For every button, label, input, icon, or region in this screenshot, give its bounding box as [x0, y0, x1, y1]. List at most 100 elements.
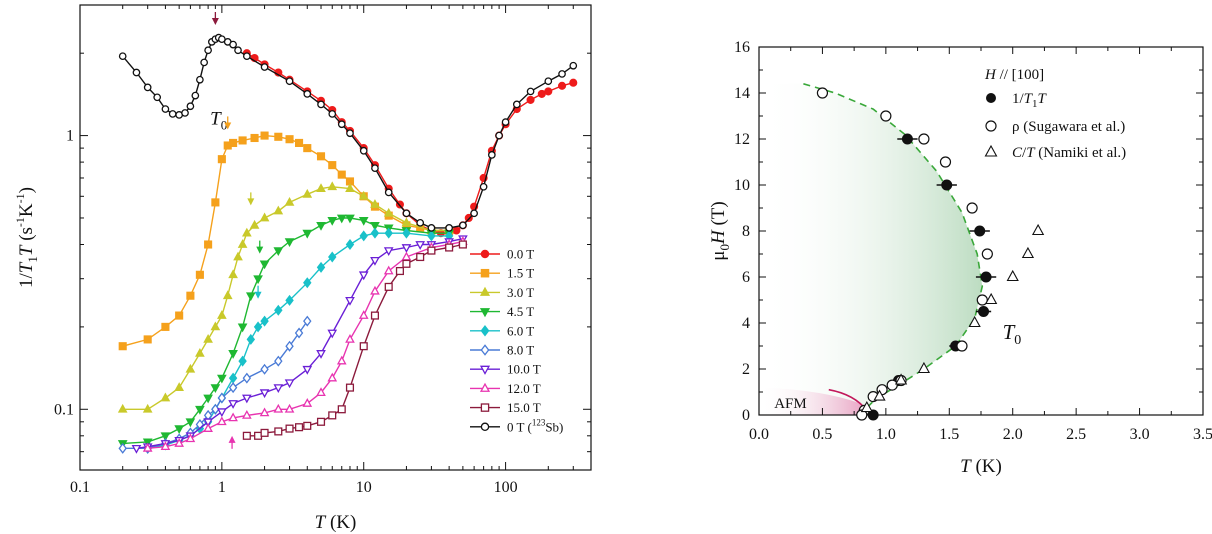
data-point: [512, 100, 521, 109]
data-point: [237, 239, 248, 248]
data-point: [117, 403, 128, 413]
data-point: [452, 226, 461, 235]
data-layer: [816, 87, 1045, 421]
label-AFM: AFM: [774, 396, 807, 412]
data-point: [445, 224, 453, 232]
data-point: [160, 392, 171, 402]
right-chart: 0.0 0.5 1.0 1.5 2.0 2.5 3.0 3.5 0 2 4 6 8 10 12 14 16 T (…: [708, 39, 1212, 477]
transition-arrow-head: [256, 246, 264, 254]
data-point: [402, 209, 411, 218]
data-point: [980, 271, 992, 283]
data-point: [359, 342, 368, 351]
data-point: [427, 230, 436, 242]
y-tick-label: 8: [742, 223, 750, 240]
data-point: [328, 161, 337, 170]
data-point: [260, 63, 269, 71]
legend-label: 6.0 T: [507, 323, 534, 338]
data-point: [284, 238, 295, 247]
data-point: [242, 394, 252, 404]
data-point: [337, 170, 346, 179]
x-tick-label: 1: [218, 479, 226, 496]
legend-label: C/T (Namiki et al.): [1012, 145, 1126, 161]
data-point: [186, 291, 195, 300]
data-point: [1021, 246, 1035, 259]
data-point: [316, 221, 326, 231]
data-point: [211, 198, 220, 207]
data-point: [274, 132, 283, 141]
data-point: [384, 188, 393, 197]
data-point: [860, 400, 873, 413]
data-point: [284, 379, 295, 389]
data-point: [557, 81, 567, 90]
data-point: [160, 441, 171, 451]
data-point: [569, 78, 578, 87]
data-point: [816, 87, 829, 99]
x-tick-label: 100: [494, 479, 518, 496]
data-point: [544, 87, 553, 96]
legend-label: 12.0 T: [507, 381, 541, 396]
data-point: [395, 266, 404, 276]
data-point: [303, 277, 312, 289]
data-point: [327, 372, 338, 382]
data-point: [383, 207, 394, 217]
data-point: [273, 403, 284, 413]
data-point: [200, 58, 208, 67]
data-point: [956, 340, 968, 352]
data-point: [526, 95, 535, 104]
legend-marker: [480, 422, 490, 432]
data-point: [234, 46, 242, 55]
legend-title: H // [100]: [984, 67, 1044, 83]
series-line: [136, 238, 464, 449]
data-point: [880, 110, 892, 122]
data-point: [302, 229, 313, 239]
data-point: [294, 138, 304, 147]
legend-marker: [480, 268, 490, 278]
series-line: [122, 36, 574, 229]
data-point: [316, 261, 326, 273]
transition-arrow-head: [211, 18, 219, 26]
data-point: [345, 333, 355, 343]
data-point: [371, 164, 379, 173]
data-point: [873, 389, 886, 401]
data-point: [285, 424, 294, 433]
y-axis-label-group: μ0H (T): [708, 201, 732, 260]
data-point: [185, 433, 196, 443]
label-T0: T0: [1003, 320, 1022, 348]
data-point: [978, 306, 990, 317]
data-point: [168, 110, 177, 118]
data-point: [401, 244, 412, 253]
data-point: [336, 355, 347, 365]
series-line: [147, 240, 464, 449]
data-point: [537, 89, 546, 98]
legend-label: 4.5 T: [507, 304, 534, 319]
data-point: [427, 224, 436, 232]
data-point: [260, 315, 269, 327]
data-point: [203, 394, 213, 404]
data-point: [186, 102, 195, 111]
data-point: [185, 363, 196, 373]
x-tick-label: 0.0: [749, 426, 769, 443]
data-point: [401, 217, 412, 227]
data-point: [203, 333, 213, 343]
y-axis-label: μ0H (T): [708, 201, 732, 260]
series-line: [122, 320, 308, 449]
data-point: [260, 131, 269, 140]
data-point: [544, 77, 553, 86]
data-point: [274, 427, 283, 436]
data-point: [203, 423, 213, 432]
data-point: [359, 146, 368, 155]
data-point: [968, 315, 981, 328]
data-point: [273, 205, 284, 215]
data-point: [274, 355, 283, 367]
data-point: [495, 131, 503, 140]
transition-arrow-head: [254, 291, 262, 299]
data-point: [242, 409, 252, 419]
data-point: [142, 438, 153, 448]
data-point: [229, 40, 237, 49]
data-point: [345, 183, 355, 193]
data-point: [260, 363, 269, 375]
legend-label: 0 T (123Sb): [507, 417, 563, 434]
data-point: [327, 181, 338, 191]
legend-label: 1/T1T: [1012, 91, 1048, 110]
data-point: [285, 77, 294, 86]
